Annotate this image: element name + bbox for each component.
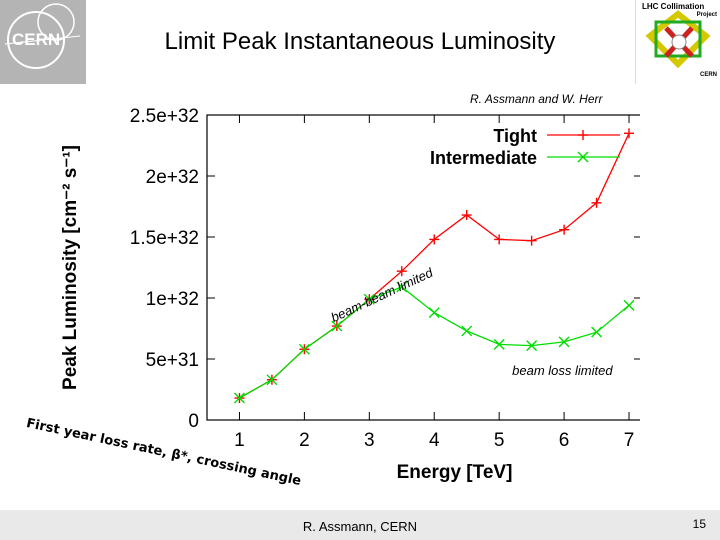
data-point-intermediate [331,320,343,332]
data-point-intermediate [298,343,310,355]
slide-title: Limit Peak Instantaneous Luminosity [164,28,556,55]
x-tick-label: 2 [299,430,310,451]
data-point-tight [396,266,407,277]
marker-stroke [623,299,635,311]
marker-stroke [591,326,603,338]
legend-label: Intermediate [430,148,537,168]
marker-stroke [493,338,505,350]
x-tick-label: 7 [624,430,635,451]
data-point-tight [526,235,537,246]
x-tick-label: 1 [234,430,245,451]
data-point-intermediate [591,326,603,338]
lhc-logo-subtitle: Project [696,12,717,18]
data-point-tight [494,234,505,245]
data-point-intermediate [461,325,473,337]
data-point-intermediate [233,392,245,404]
marker-stroke [233,392,245,404]
data-point-intermediate [396,281,408,293]
lhc-logo-org: CERN [699,72,717,78]
data-point-tight [559,224,570,235]
y-tick-label: 2e+32 [146,167,199,188]
marker-stroke [331,320,343,332]
chart-annotation: beam loss limited [512,363,613,378]
data-point-intermediate [493,338,505,350]
page-number: 15 [692,517,706,531]
marker-stroke [558,336,570,348]
legend-label: Tight [493,126,537,146]
marker-stroke [577,151,589,163]
footer-author: R. Assmann, CERN [302,519,418,534]
collimator-jaws-icon [645,10,711,69]
cern-logo-rings-icon [4,3,81,69]
slide-footer: R. Assmann, CERN 15 [0,510,720,540]
data-point-intermediate [266,374,278,386]
data-point-intermediate [526,340,538,352]
series-line-tight [239,133,630,399]
marker-stroke [461,325,473,337]
marker-stroke [298,343,310,355]
data-point-intermediate [577,151,589,163]
marker-stroke [266,374,278,386]
luminosity-chart: 0 5e+31 1e+32 1.5e+32 2e+32 2.5e+32 1 2 3 4 5 6 7 Ene… [60,106,640,483]
x-tick-label: 5 [494,430,505,451]
marker-stroke [428,307,440,319]
y-axis-label: Peak Luminosity [cm⁻² s⁻¹] [60,145,81,390]
marker-stroke [396,281,408,293]
data-point-tight [461,210,472,221]
data-point-intermediate [623,299,635,311]
data-point-intermediate [363,293,375,305]
data-point-tight [578,130,588,140]
x-tick-label: 3 [364,430,375,451]
lhc-collimation-logo: LHC Collimation Project CERN [635,0,720,84]
chart-annotation: beam-beam limited [329,264,436,325]
chart-attribution: R. Assmann and W. Herr [470,92,603,106]
x-tick-label: 6 [559,430,570,451]
cern-logo-text: CERN [12,30,61,49]
lhc-logo-title: LHC Collimation [642,2,705,11]
marker-stroke [363,293,375,305]
data-point-tight [429,234,440,245]
slide-header: CERN Limit Peak Instantaneous Luminosity… [0,0,720,84]
y-tick-label: 1.5e+32 [130,228,199,249]
y-tick-label: 2.5e+32 [130,106,199,127]
data-point-tight [591,197,602,208]
plot-frame [206,114,640,421]
data-point-tight [624,128,635,139]
x-axis-label: Energy [TeV] [397,462,513,483]
marker-stroke [526,340,538,352]
y-tick-label: 1e+32 [146,289,199,310]
data-point-intermediate [428,307,440,319]
series-line-intermediate [239,286,630,399]
x-tick-label: 4 [429,430,440,451]
y-tick-label: 0 [188,411,199,432]
data-point-intermediate [558,336,570,348]
y-tick-label: 5e+31 [146,350,199,371]
cern-logo: CERN [0,0,86,84]
